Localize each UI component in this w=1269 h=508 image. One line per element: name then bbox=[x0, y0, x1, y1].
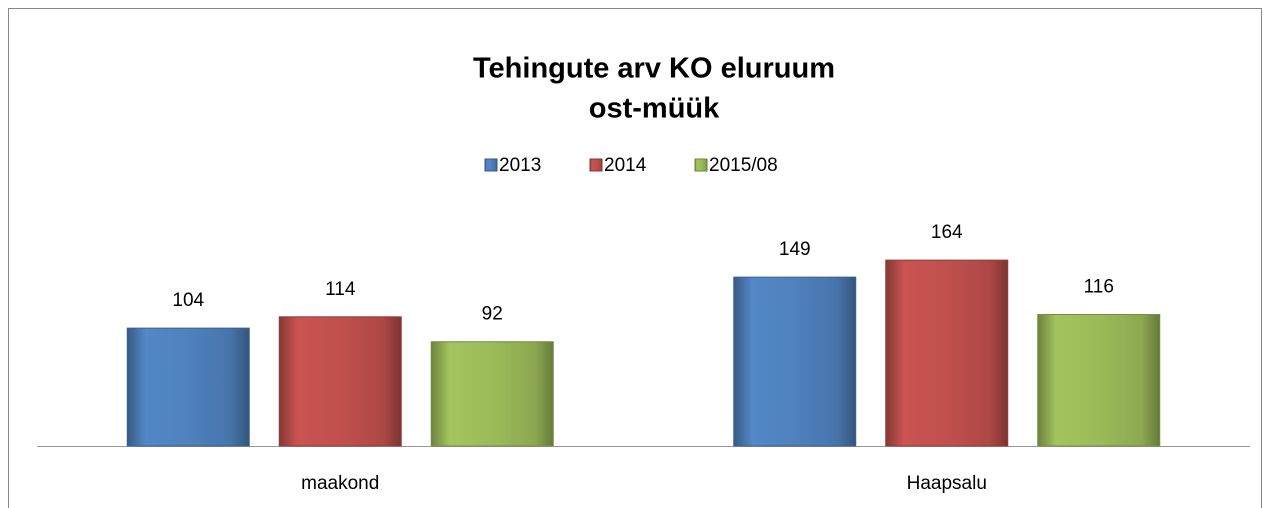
x-tick-label: Haapsalu bbox=[907, 473, 987, 494]
legend-label: 2014 bbox=[604, 155, 647, 176]
bar bbox=[126, 327, 250, 447]
legend-swatch bbox=[694, 158, 708, 172]
data-label: 92 bbox=[482, 304, 503, 325]
bar bbox=[733, 276, 857, 447]
bar bbox=[430, 341, 554, 447]
legend-swatch bbox=[484, 158, 498, 172]
data-label: 116 bbox=[1084, 277, 1114, 298]
data-label: 164 bbox=[931, 222, 963, 243]
legend-swatch bbox=[589, 158, 603, 172]
bar bbox=[885, 259, 1009, 447]
data-label: 149 bbox=[779, 239, 811, 260]
chart-frame bbox=[8, 8, 1262, 508]
bar bbox=[1037, 314, 1161, 447]
x-tick-label: maakond bbox=[301, 473, 379, 494]
chart-title: Tehingute arv KO eluruum bbox=[473, 53, 835, 85]
chart-title: ost-müük bbox=[589, 93, 720, 125]
legend-label: 2015/08 bbox=[709, 155, 778, 176]
legend-label: 2013 bbox=[499, 155, 541, 176]
bar bbox=[278, 316, 402, 447]
data-label: 104 bbox=[172, 290, 204, 311]
data-label: 114 bbox=[325, 279, 356, 300]
